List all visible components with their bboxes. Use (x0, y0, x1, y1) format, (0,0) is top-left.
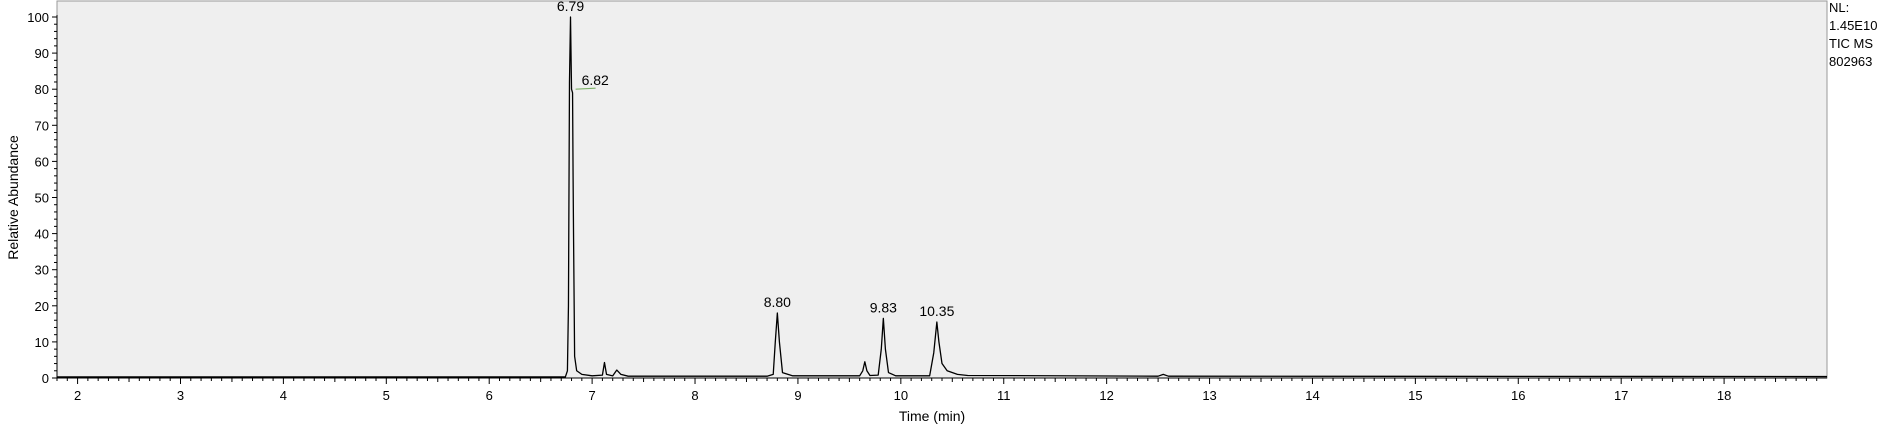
x-tick-label: 15 (1408, 388, 1422, 403)
y-tick-label: 0 (42, 371, 49, 386)
x-tick-label: 10 (894, 388, 908, 403)
x-tick-label: 12 (1099, 388, 1113, 403)
info-block: NL: 1.45E10 TIC MS 802963 (1829, 0, 1877, 69)
x-tick-label: 6 (486, 388, 493, 403)
x-tick-label: 7 (588, 388, 595, 403)
peak-label: 9.83 (870, 299, 897, 315)
info-line: 1.45E10 (1829, 18, 1877, 33)
y-tick-label: 30 (35, 263, 49, 278)
peak-label: 6.79 (557, 0, 584, 14)
tic-trace-line (57, 16, 1828, 378)
y-tick-label: 70 (35, 118, 49, 133)
y-axis-title: Relative Abundance (5, 135, 21, 260)
x-tick-label: 9 (794, 388, 801, 403)
y-tick-label: 10 (35, 335, 49, 350)
x-tick-label: 13 (1202, 388, 1216, 403)
peak-label: 10.35 (919, 303, 954, 319)
peak-annotation-line (575, 87, 596, 90)
y-axis: 0 10 20 30 40 50 60 70 80 90 100 (27, 10, 57, 386)
peak-labels: 6.79 6.82 8.80 9.83 10.35 (557, 0, 955, 319)
peak-label: 6.82 (582, 72, 609, 88)
x-tick-label: 17 (1614, 388, 1628, 403)
x-tick-label: 18 (1717, 388, 1731, 403)
y-tick-label: 80 (35, 82, 49, 97)
info-line: TIC MS (1829, 36, 1873, 51)
y-tick-label: 20 (35, 299, 49, 314)
info-line: 802963 (1829, 54, 1872, 69)
y-tick-label: 90 (35, 46, 49, 61)
x-tick-label: 8 (691, 388, 698, 403)
y-tick-label: 60 (35, 154, 49, 169)
peak-label: 8.80 (764, 294, 791, 310)
x-tick-label: 3 (177, 388, 184, 403)
x-tick-label: 16 (1511, 388, 1525, 403)
x-axis: 2 3 4 5 6 7 8 9 10 11 12 13 14 15 16 17 18 (56, 378, 1818, 403)
plot-area (56, 0, 1828, 379)
x-tick-label: 4 (280, 388, 287, 403)
y-tick-label: 50 (35, 191, 49, 206)
info-line: NL: (1829, 0, 1849, 15)
x-tick-label: 11 (997, 388, 1011, 403)
x-tick-label: 14 (1305, 388, 1319, 403)
y-tick-label: 100 (27, 10, 49, 25)
y-tick-label: 40 (35, 227, 49, 242)
x-tick-label: 2 (74, 388, 81, 403)
x-axis-title: Time (min) (899, 408, 965, 424)
x-tick-label: 5 (383, 388, 390, 403)
